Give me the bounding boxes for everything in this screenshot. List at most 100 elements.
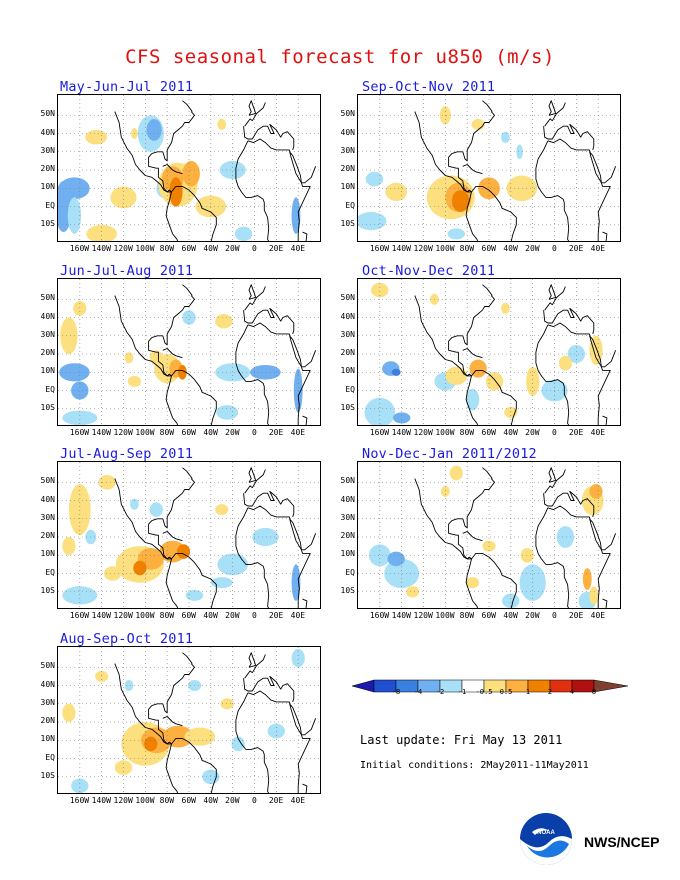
anomaly-region: [589, 484, 603, 499]
anomaly-region: [387, 551, 405, 567]
coastline: [243, 123, 295, 151]
coastline: [248, 284, 257, 300]
nws-ncep-credit: NWS/NCEP: [584, 834, 660, 850]
coastline: [244, 469, 266, 494]
lon-tick-label: 160W: [369, 611, 390, 620]
anomaly-region: [184, 727, 216, 746]
map-panel-jja: [57, 278, 321, 426]
coastline: [589, 518, 617, 551]
lon-tick-label: 160W: [369, 244, 390, 253]
coastline: [448, 295, 495, 377]
coastline: [289, 335, 317, 368]
lon-tick-label: 160W: [369, 428, 390, 437]
svg-text:NOAA: NOAA: [537, 830, 555, 836]
anomaly-region: [501, 302, 510, 314]
colorbar-tick-label: 2: [547, 688, 553, 696]
anomaly-region: [466, 388, 480, 411]
lon-tick-label: 160W: [69, 611, 90, 620]
coastline: [482, 284, 493, 296]
coastline: [471, 185, 517, 241]
lat-tick-label: 30N: [340, 329, 355, 339]
colorbar-tick-label: -0.5: [475, 688, 493, 696]
colorbar-tick-label: -1: [457, 688, 467, 696]
map-panel-ndj: [357, 461, 621, 609]
coastline: [589, 151, 617, 184]
anomaly-region: [440, 485, 450, 497]
lon-tick-label: 140W: [91, 428, 111, 437]
coastline: [171, 185, 217, 241]
lon-tick-label: 120W: [113, 611, 133, 620]
lat-tick-label: EQ: [345, 567, 355, 577]
lon-tick-label: 40W: [503, 244, 518, 253]
coastline: [235, 692, 270, 793]
lat-tick-label: 20N: [40, 531, 55, 540]
lon-tick-label: 60W: [481, 244, 496, 253]
coastline: [171, 552, 217, 608]
coastline: [243, 490, 295, 518]
anomaly-region: [391, 368, 401, 376]
lat-tick-label: 10N: [340, 182, 355, 192]
anomaly-region: [589, 586, 599, 605]
coastline: [148, 111, 195, 193]
lon-tick-label: 0: [252, 796, 257, 805]
lat-tick-label: 30N: [340, 145, 355, 155]
map-svg: [358, 462, 620, 608]
anomaly-region: [62, 703, 76, 722]
lon-tick-label: 100W: [135, 244, 155, 253]
coastline: [465, 558, 478, 608]
anomaly-region: [506, 175, 538, 202]
lon-tick-label: 40E: [290, 611, 306, 620]
lon-tick-label: 20W: [525, 244, 540, 253]
coastline: [465, 191, 478, 241]
anomaly-region: [62, 537, 76, 556]
lat-tick-label: 40N: [40, 127, 55, 137]
panel-label-jja: Jun-Jul-Aug 2011: [60, 263, 194, 279]
lat-tick-label: EQ: [345, 384, 355, 394]
anomaly-region: [368, 544, 391, 567]
anomaly-region: [60, 317, 78, 355]
panel-label-aso: Aug-Sep-Oct 2011: [60, 631, 194, 647]
anomaly-region: [385, 182, 408, 201]
coastline: [535, 507, 570, 608]
lon-tick-label: 100W: [435, 428, 455, 437]
coastline: [448, 111, 495, 193]
lon-tick-label: 140W: [391, 244, 411, 253]
coastline: [162, 164, 183, 175]
anomaly-region: [98, 475, 116, 490]
colorbar-tick-label: -2: [435, 688, 445, 696]
map-panel-aso: [57, 646, 321, 794]
coastline: [148, 478, 195, 560]
lon-tick-label: 20E: [568, 428, 584, 437]
lat-tick-label: 20N: [340, 164, 355, 173]
lat-tick-label: 40N: [40, 311, 55, 321]
lat-tick-label: 10S: [40, 770, 55, 780]
anomaly-region: [234, 226, 253, 241]
lon-tick-label: 160W: [69, 796, 90, 805]
map-panel-ond: [357, 278, 621, 426]
anomaly-region: [95, 670, 109, 682]
lat-tick-label: 10S: [340, 402, 355, 412]
coastline: [602, 598, 608, 608]
lon-tick-label: 0: [252, 611, 257, 620]
coastline: [244, 654, 266, 679]
lon-tick-label: 0: [552, 428, 557, 437]
anomaly-region: [182, 160, 200, 187]
lon-tick-label: 80W: [159, 611, 175, 620]
coastline: [182, 100, 193, 112]
lon-tick-label: 40W: [203, 244, 218, 253]
anomaly-region: [220, 698, 234, 710]
anomaly-region: [216, 405, 239, 420]
coastline: [465, 375, 478, 425]
coastline: [162, 531, 183, 542]
anomaly-region: [358, 212, 387, 231]
lon-tick-label: 140W: [91, 611, 111, 620]
coastline: [588, 516, 611, 608]
coastline: [248, 467, 257, 483]
lon-tick-label: 60W: [181, 796, 196, 805]
lat-tick-label: 10N: [40, 366, 55, 376]
anomaly-region: [62, 410, 98, 425]
map-panel-jas: [57, 461, 321, 609]
lon-tick-label: 80W: [159, 244, 175, 253]
anomaly-region: [478, 177, 500, 200]
lat-tick-label: 30N: [40, 329, 55, 339]
